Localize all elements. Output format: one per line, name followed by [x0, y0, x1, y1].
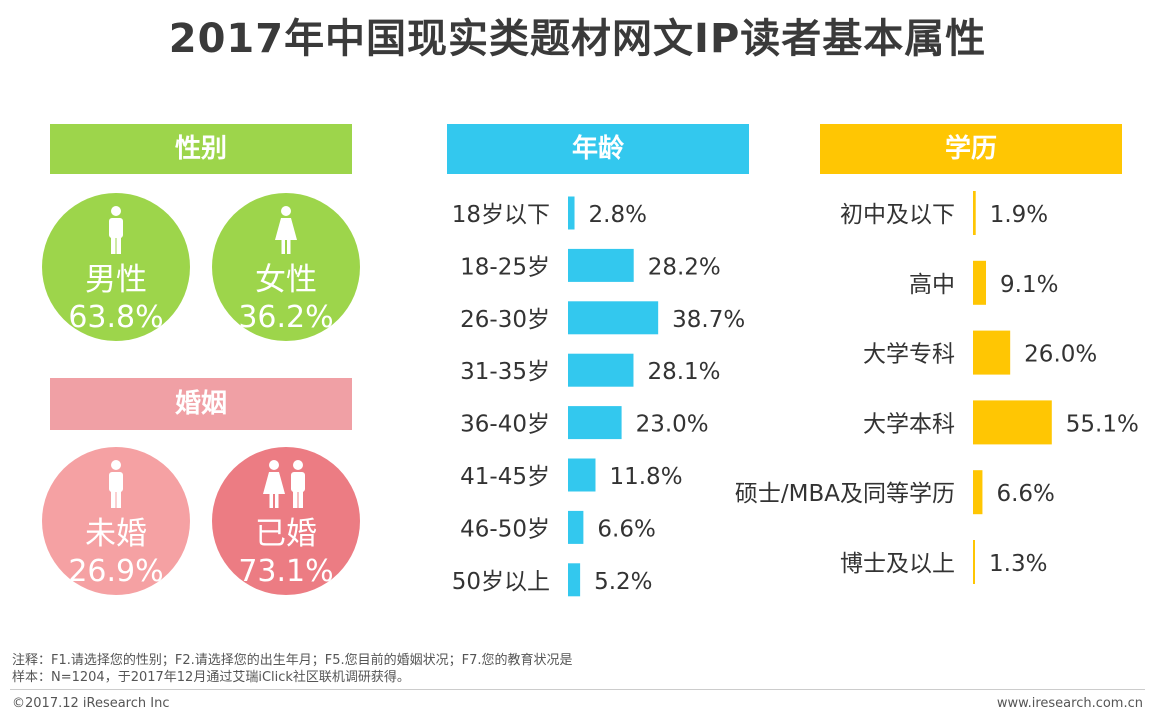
bar: [973, 540, 975, 584]
bar: [568, 406, 622, 440]
category-label: 26-30岁: [460, 307, 550, 333]
education-bar-chart: 初中及以下 1.9% 高中 9.1% 大学专科 26.0% 大学本科 55.1% 硕士/MBA及…: [735, 191, 1139, 584]
gender-header: 性别: [50, 124, 352, 174]
female-label: 女性: [255, 262, 317, 298]
category-label: 大学专科: [863, 342, 955, 368]
male-value: 63.8%: [68, 300, 164, 335]
category-label: 硕士/MBA及同等学历: [735, 481, 955, 507]
value-label: 6.6%: [597, 516, 655, 542]
value-label: 1.9%: [990, 202, 1048, 228]
value-label: 23.0%: [636, 412, 709, 438]
age-header: 年龄: [447, 124, 749, 174]
bar: [973, 400, 1052, 445]
category-label: 36-40岁: [460, 412, 550, 438]
value-label: 6.6%: [996, 481, 1054, 507]
category-label: 46-50岁: [460, 516, 550, 542]
footer-divider: [10, 689, 1145, 690]
bar: [568, 196, 575, 230]
value-label: 5.2%: [594, 569, 652, 595]
value-label: 28.1%: [647, 359, 720, 385]
bar: [568, 301, 659, 335]
single-value: 26.9%: [68, 554, 164, 589]
male-label: 男性: [85, 262, 147, 298]
category-label: 大学本科: [863, 411, 955, 437]
value-label: 26.0%: [1024, 342, 1097, 368]
bar: [568, 458, 596, 492]
female-circle: 女性 36.2%: [212, 193, 360, 341]
male-circle: 男性 63.8%: [42, 193, 190, 341]
page-title: 2017年中国现实类题材网文IP读者基本属性: [168, 16, 987, 62]
single-person-icon: [42, 457, 190, 509]
bar: [973, 330, 1011, 375]
website: www.iresearch.com.cn: [996, 696, 1143, 711]
value-label: 28.2%: [648, 254, 721, 280]
single-circle: 未婚 26.9%: [42, 447, 190, 595]
value-label: 38.7%: [672, 307, 745, 333]
category-label: 18岁以下: [452, 202, 550, 228]
category-label: 18-25岁: [460, 254, 550, 280]
category-label: 31-35岁: [460, 359, 550, 385]
value-label: 11.8%: [609, 464, 682, 490]
category-label: 高中: [909, 272, 955, 298]
footnote-sample: 样本：N=1204，于2017年12月通过艾瑞iClick社区联机调研获得。: [12, 670, 410, 685]
category-label: 博士及以上: [840, 551, 955, 577]
bar: [568, 248, 634, 282]
female-value: 36.2%: [238, 300, 334, 335]
education-header: 学历: [820, 124, 1122, 174]
category-label: 41-45岁: [460, 464, 550, 490]
category-label: 50岁以上: [452, 569, 550, 595]
value-label: 2.8%: [589, 202, 647, 228]
bar: [973, 470, 983, 515]
couple-icon: [212, 457, 360, 509]
bar: [568, 510, 584, 544]
category-label: 初中及以下: [840, 202, 955, 228]
bar: [568, 563, 581, 597]
value-label: 55.1%: [1066, 411, 1139, 437]
female-person-icon: [212, 203, 360, 255]
married-circle: 已婚 73.1%: [212, 447, 360, 595]
marriage-header: 婚姻: [50, 378, 352, 430]
footnote-note: 注释：F1.请选择您的性别；F2.请选择您的出生年月；F5.您目前的婚姻状况；F…: [12, 653, 573, 668]
married-value: 73.1%: [238, 554, 334, 589]
copyright: ©2017.12 iResearch Inc: [12, 696, 170, 711]
male-person-icon: [42, 203, 190, 255]
value-label: 9.1%: [1000, 272, 1058, 298]
bar: [973, 191, 976, 235]
single-label: 未婚: [85, 516, 147, 552]
married-label: 已婚: [255, 516, 317, 552]
age-bar-chart: 18岁以下 2.8% 18-25岁 28.2% 26-30岁 38.7% 31-35岁 28.…: [452, 196, 745, 597]
bar: [973, 260, 987, 305]
value-label: 1.3%: [989, 551, 1047, 577]
bar: [568, 353, 634, 387]
